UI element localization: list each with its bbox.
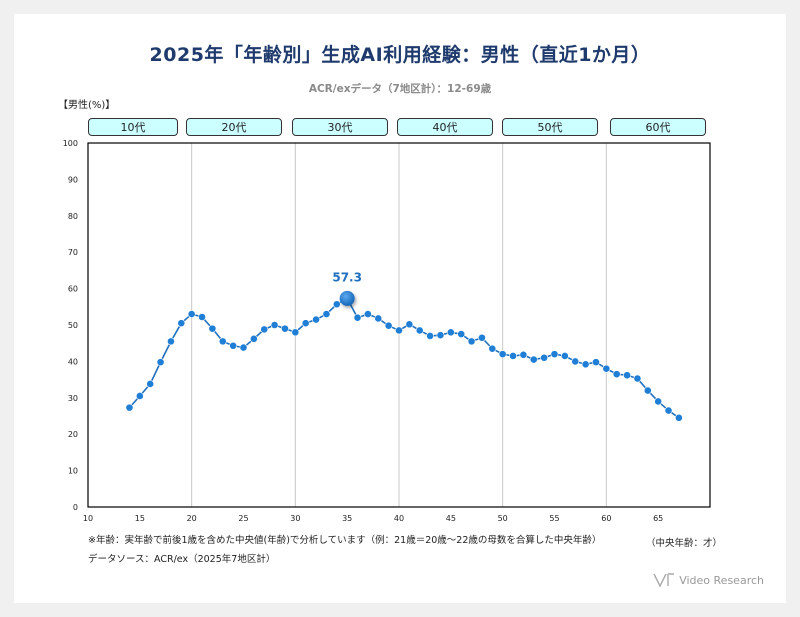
x-tick-label: 55 xyxy=(549,514,559,523)
data-point xyxy=(654,397,663,406)
data-point xyxy=(415,326,424,335)
x-unit-label: （中央年齢：才） xyxy=(646,538,723,549)
data-source: データソース：ACR/ex（2025年7地区計） xyxy=(88,554,276,565)
data-point xyxy=(643,386,652,395)
data-point xyxy=(218,337,227,346)
data-point xyxy=(405,320,414,329)
y-tick-label: 100 xyxy=(63,139,78,148)
y-tick-label: 30 xyxy=(68,394,78,403)
data-point xyxy=(529,355,538,364)
x-tick-label: 20 xyxy=(187,514,197,523)
data-point xyxy=(249,334,258,343)
plot-frame xyxy=(87,142,711,508)
footnote: ※年齢：実年齢で前後1歳を含めた中央値(年齢)で分析しています（例：21歳＝20… xyxy=(88,535,602,546)
chart-card xyxy=(14,14,786,603)
data-point xyxy=(332,300,341,309)
chart-subtitle: ACR/exデータ（7地区計）：12-69歳 xyxy=(308,83,492,95)
data-point xyxy=(177,319,186,328)
y-tick-label: 50 xyxy=(68,321,78,330)
x-tick-label: 25 xyxy=(238,514,248,523)
data-point xyxy=(301,319,310,328)
data-point xyxy=(374,314,383,323)
series-line xyxy=(128,297,680,419)
data-point xyxy=(156,358,165,367)
x-tick-label: 40 xyxy=(394,514,404,523)
data-point xyxy=(519,350,528,359)
highlight-point xyxy=(339,290,355,306)
data-point xyxy=(187,310,196,318)
data-point xyxy=(363,310,372,318)
y-tick-label: 90 xyxy=(68,175,78,184)
data-point xyxy=(125,403,134,412)
data-point xyxy=(602,364,611,373)
y-tick-label: 0 xyxy=(73,503,78,512)
data-point xyxy=(581,360,590,369)
data-point xyxy=(457,330,466,338)
data-point xyxy=(550,350,559,359)
data-point xyxy=(509,352,517,360)
data-point xyxy=(675,413,683,422)
data-point xyxy=(623,371,631,380)
x-tick-label: 45 xyxy=(446,514,456,523)
data-point xyxy=(426,332,434,340)
x-tick-label: 35 xyxy=(342,514,352,523)
age-group-60s: 60代 xyxy=(610,118,706,136)
data-point xyxy=(229,341,238,350)
data-point xyxy=(208,324,217,333)
y-tick-label: 10 xyxy=(68,467,78,476)
data-point xyxy=(633,374,642,383)
data-point xyxy=(291,328,300,337)
data-point xyxy=(260,325,269,334)
age-group-40s: 40代 xyxy=(397,118,493,136)
y-tick-label: 20 xyxy=(68,430,78,439)
data-point xyxy=(592,358,600,367)
age-group-10s: 10代 xyxy=(88,118,178,136)
y-tick-label: 60 xyxy=(68,285,78,294)
data-point xyxy=(571,357,580,366)
age-group-20s: 20代 xyxy=(186,118,282,136)
data-point xyxy=(239,343,248,352)
data-point xyxy=(281,324,289,333)
data-point xyxy=(146,380,155,388)
y-tick-label: 80 xyxy=(68,212,78,221)
x-tick-label: 10 xyxy=(83,514,93,523)
data-point xyxy=(446,328,455,337)
data-point xyxy=(353,313,362,322)
data-point xyxy=(478,333,486,342)
data-point xyxy=(664,406,673,415)
highlight-label: 57.3 xyxy=(332,270,362,284)
data-point xyxy=(384,321,393,330)
data-point xyxy=(560,352,569,360)
data-point xyxy=(198,313,206,321)
brand-name: Video Research xyxy=(679,573,764,587)
chart-title: 2025年「年齢別」生成AI利用経験：男性（直近1か月） xyxy=(149,44,651,66)
data-point xyxy=(135,392,144,400)
x-tick-label: 50 xyxy=(498,514,508,523)
y-unit-label: 【男性(%)】 xyxy=(58,100,116,111)
age-group-50s: 50代 xyxy=(502,118,598,136)
y-tick-label: 40 xyxy=(68,357,78,366)
data-point xyxy=(612,370,621,379)
data-point xyxy=(436,331,445,340)
data-point xyxy=(322,310,331,318)
data-point xyxy=(488,344,497,353)
data-point xyxy=(540,353,549,362)
age-group-30s: 30代 xyxy=(292,118,388,136)
x-tick-label: 15 xyxy=(135,514,145,523)
data-point xyxy=(467,337,476,346)
data-point xyxy=(167,337,175,346)
data-point xyxy=(270,321,279,329)
data-point xyxy=(498,350,507,359)
x-tick-label: 30 xyxy=(290,514,300,523)
y-tick-label: 70 xyxy=(68,248,78,257)
x-tick-label: 65 xyxy=(653,514,663,523)
brand-mark-icon xyxy=(653,573,675,587)
data-point xyxy=(395,326,403,335)
x-tick-label: 60 xyxy=(601,514,611,523)
brand-logo: Video Research xyxy=(653,573,764,587)
data-point xyxy=(312,315,320,324)
